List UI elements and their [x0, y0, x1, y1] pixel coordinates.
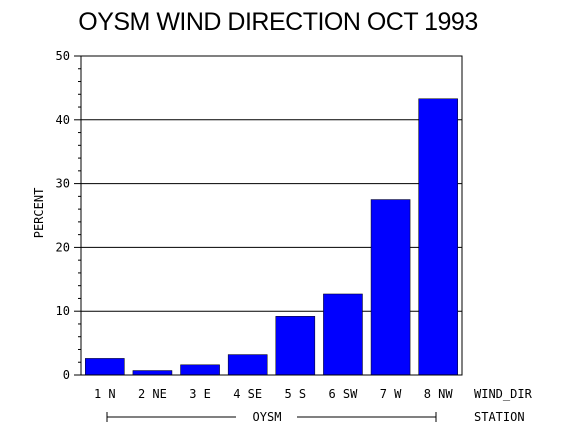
bar — [275, 316, 316, 376]
x-category-label: 3 E — [189, 387, 211, 401]
chart-title: OYSM WIND DIRECTION OCT 1993 — [78, 8, 478, 36]
y-tick-label: 50 — [56, 49, 70, 63]
bar — [180, 364, 220, 376]
y-tick-label: 0 — [63, 368, 70, 382]
bar — [323, 293, 363, 376]
bar — [85, 358, 125, 376]
bar — [370, 199, 411, 376]
y-tick-label: 40 — [56, 113, 70, 127]
x-category-label: 1 N — [94, 387, 116, 401]
x-category-label: 7 W — [380, 387, 402, 401]
x-category-label: 2 NE — [138, 387, 167, 401]
y-tick-label: 10 — [56, 304, 70, 318]
x-category-label: 4 SE — [233, 387, 262, 401]
x-category-label: 6 SW — [328, 387, 358, 401]
x-axis-label: WIND_DIR — [474, 387, 533, 401]
y-axis-ticks: 0 10 20 30 40 50 — [56, 49, 81, 382]
bar — [418, 98, 458, 376]
x-axis-categories: 1 N 2 NE 3 E 4 SE 5 S 6 SW 7 W 8 NW — [94, 387, 453, 401]
bar — [132, 370, 173, 376]
y-tick-label: 20 — [56, 240, 70, 254]
y-tick-label: 30 — [56, 177, 70, 191]
bars — [85, 98, 458, 376]
station-group-bracket — [106, 412, 437, 422]
y-axis-label: PERCENT — [32, 188, 46, 239]
x-category-label: 8 NW — [424, 387, 454, 401]
station-group-label: OYSM — [253, 410, 282, 424]
plot-frame — [80, 55, 463, 376]
x-category-label: 5 S — [284, 387, 306, 401]
station-axis-label: STATION — [474, 410, 525, 424]
bar — [227, 354, 268, 376]
